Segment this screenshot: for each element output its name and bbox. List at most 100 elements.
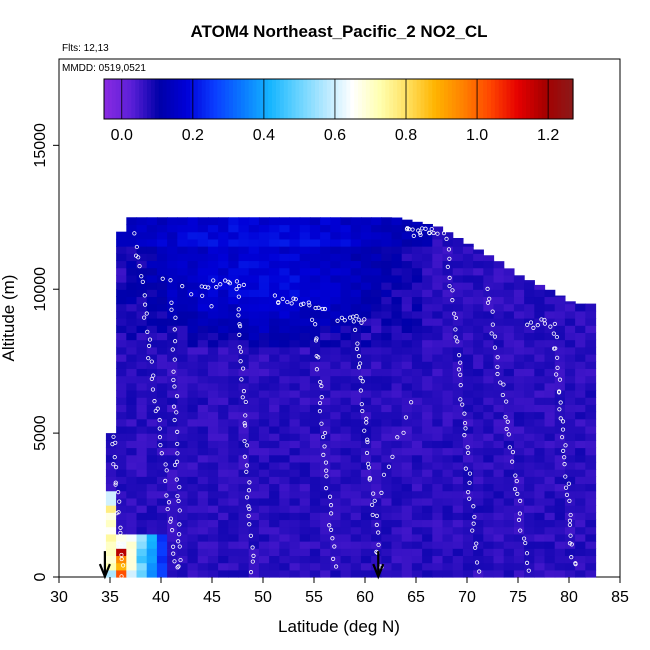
heatmap-cell	[503, 361, 515, 369]
heatmap-cell	[136, 267, 148, 276]
heatmap-cell	[544, 411, 556, 420]
heatmap-cell	[503, 282, 515, 290]
heatmap-cell	[258, 512, 270, 521]
sample-point	[517, 511, 523, 516]
colorbar-segment	[162, 79, 168, 119]
heatmap-cell	[258, 569, 270, 578]
heatmap-cell	[279, 296, 291, 305]
heatmap-cell	[320, 318, 331, 326]
heatmap-cell	[167, 332, 178, 341]
heatmap-cell	[116, 267, 127, 276]
heatmap-cell	[146, 231, 158, 240]
heatmap-cell	[279, 332, 291, 341]
heatmap-cell	[269, 505, 280, 513]
colorbar-segment	[232, 79, 238, 119]
heatmap-cell	[330, 267, 342, 276]
heatmap-cell	[218, 231, 229, 240]
sample-point	[248, 570, 254, 575]
heatmap-cell	[422, 490, 433, 499]
heatmap-cell	[524, 440, 535, 449]
heatmap-cell	[401, 526, 413, 535]
heatmap-cell	[411, 397, 423, 405]
heatmap-cell	[156, 562, 168, 571]
heatmap-cell	[340, 289, 352, 298]
heatmap-cell	[575, 361, 586, 369]
heatmap-cell	[340, 548, 352, 557]
heatmap-cell	[391, 253, 403, 262]
sample-point	[200, 293, 205, 298]
heatmap-cell	[136, 303, 148, 312]
heatmap-cell	[258, 541, 270, 549]
heatmap-cell	[320, 339, 331, 348]
heatmap-cell	[116, 541, 127, 549]
heatmap-cell	[197, 454, 209, 463]
heatmap-cell	[320, 526, 331, 535]
heatmap-cell	[279, 339, 291, 348]
heatmap-cell	[197, 368, 209, 377]
heatmap-cell	[309, 476, 321, 485]
heatmap-cell	[146, 339, 158, 348]
sample-point	[120, 563, 126, 568]
heatmap-cell	[401, 318, 413, 326]
sample-point	[113, 482, 118, 487]
heatmap-cell	[585, 425, 597, 434]
heatmap-cell	[167, 253, 178, 262]
heatmap-cell	[156, 274, 168, 283]
heatmap-cell	[197, 303, 209, 312]
heatmap-cell	[564, 555, 576, 564]
sample-point	[457, 353, 462, 358]
sample-point	[333, 564, 339, 569]
heatmap-cell	[524, 339, 535, 348]
sample-point	[158, 442, 163, 448]
heatmap-cell	[493, 346, 505, 355]
heatmap-cell	[452, 339, 464, 348]
heatmap-cell	[401, 382, 413, 391]
heatmap-cell	[462, 433, 474, 441]
sample-point	[301, 301, 306, 306]
heatmap-cell	[411, 267, 423, 276]
heatmap-cell	[422, 505, 433, 513]
heatmap-cell	[473, 497, 484, 506]
heatmap-cell	[197, 246, 209, 254]
heatmap-cell	[544, 368, 556, 377]
sample-point	[455, 339, 460, 344]
heatmap-cell	[432, 440, 444, 449]
heatmap-cell	[146, 418, 158, 427]
sample-point	[175, 493, 180, 499]
heatmap-cell	[207, 512, 219, 521]
heatmap-cell	[534, 548, 546, 557]
heatmap-cell	[167, 346, 178, 355]
heatmap-cell	[238, 505, 250, 513]
heatmap-cell	[320, 282, 331, 290]
heatmap-cell	[585, 310, 597, 319]
sample-point	[429, 226, 434, 232]
heatmap-cell	[564, 569, 576, 578]
heatmap-cell	[513, 389, 525, 398]
heatmap-cell	[585, 569, 597, 578]
heatmap-cell	[381, 505, 393, 513]
heatmap-cell	[360, 389, 372, 398]
heatmap-cell	[248, 505, 260, 513]
heatmap-cell	[524, 541, 535, 549]
heatmap-cell	[167, 318, 178, 326]
heatmap-cell	[452, 569, 464, 578]
colorbar-segment	[178, 79, 183, 119]
heatmap-cell	[136, 296, 148, 305]
heatmap-cell	[411, 296, 423, 305]
heatmap-cell	[248, 433, 260, 441]
heatmap-cell	[126, 274, 138, 283]
heatmap-cell	[422, 382, 433, 391]
sample-point	[250, 545, 255, 550]
heatmap-cell	[258, 555, 270, 564]
heatmap-cell	[544, 476, 556, 485]
heatmap-cell	[258, 497, 270, 506]
heatmap-cell	[248, 454, 260, 463]
heatmap-cell	[299, 339, 311, 348]
heatmap-cell	[381, 548, 393, 557]
sample-point	[474, 541, 479, 546]
heatmap-cell	[218, 483, 229, 492]
heatmap-cell	[136, 217, 148, 226]
heatmap-cell	[554, 447, 566, 456]
heatmap-cell	[524, 389, 535, 398]
heatmap-cell	[320, 548, 331, 557]
